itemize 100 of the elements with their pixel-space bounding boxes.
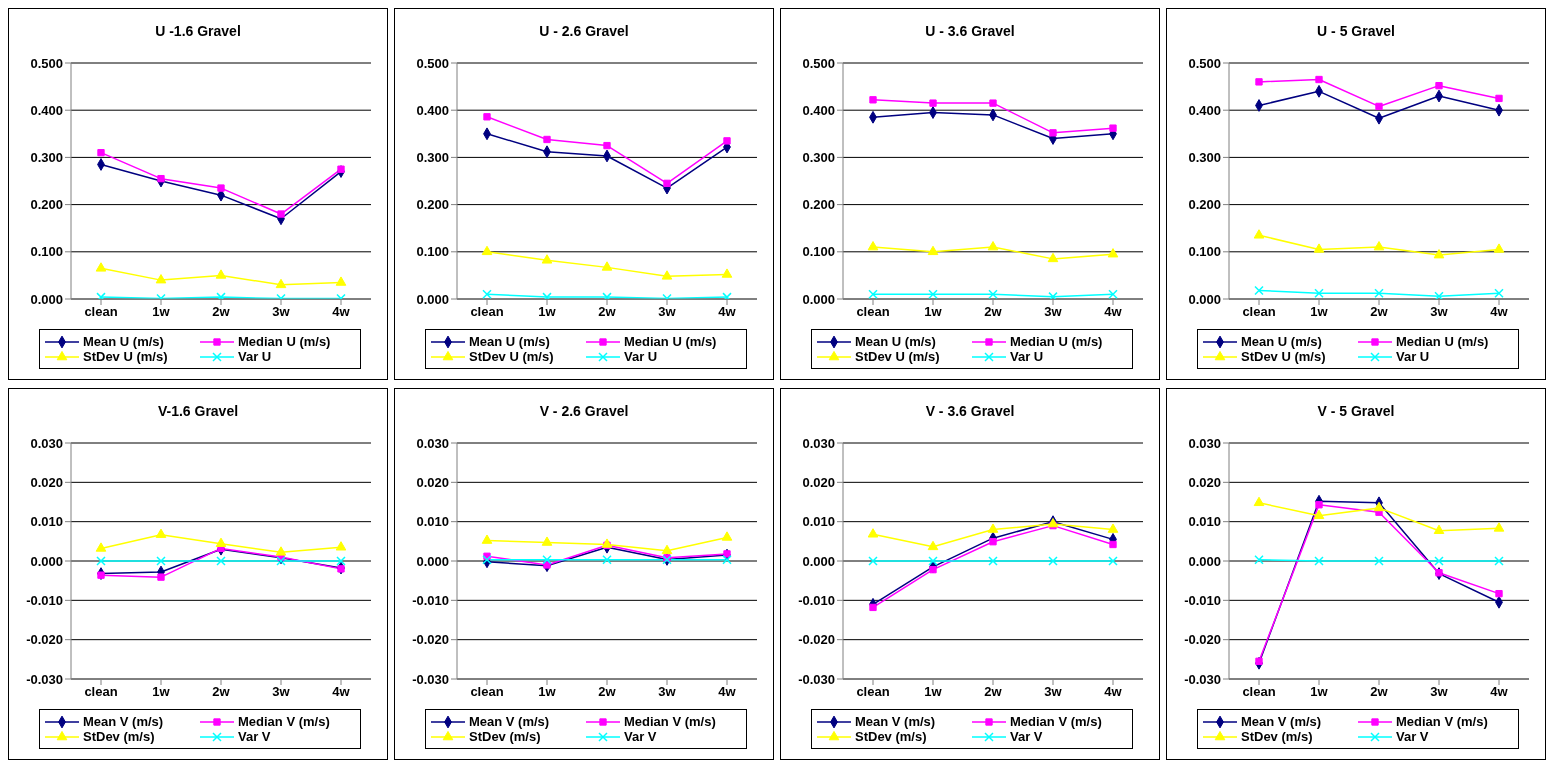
y-tick-label: -0.010	[412, 592, 449, 608]
y-tick-label: 0.500	[30, 55, 63, 71]
legend-label: StDev U (m/s)	[83, 349, 168, 364]
x-tick-label: 2w	[1370, 684, 1389, 700]
legend-label: StDev (m/s)	[855, 729, 927, 744]
y-tick-label: -0.010	[1184, 592, 1221, 608]
legend-label: Var V	[1010, 729, 1043, 744]
x-tick-label: clean	[84, 684, 118, 700]
y-tick-label: 0.000	[802, 291, 835, 307]
legend-label: Median U (m/s)	[1010, 334, 1103, 349]
y-tick-label: 0.300	[802, 150, 835, 166]
y-tick-label: -0.020	[26, 632, 63, 648]
legend-label: StDev U (m/s)	[469, 349, 554, 364]
legend-label: Var U	[1010, 349, 1044, 364]
y-tick-label: 0.020	[1188, 474, 1221, 490]
y-tick-label: -0.010	[26, 592, 63, 608]
x-tick-label: 4w	[1490, 304, 1509, 320]
y-tick-label: 0.200	[416, 197, 449, 213]
chart-title: U - 2.6 Gravel	[538, 23, 630, 39]
y-tick-label: -0.020	[798, 632, 835, 648]
legend-label: Var V	[238, 729, 271, 744]
y-tick-label: -0.030	[1184, 671, 1221, 687]
legend-label: Median V (m/s)	[1010, 714, 1102, 729]
x-tick-label: 3w	[272, 304, 291, 320]
y-tick-label: 0.000	[416, 553, 449, 569]
chart-title: U - 5 Gravel	[1316, 23, 1396, 39]
y-tick-label: 0.500	[1188, 55, 1221, 71]
legend-label: Median V (m/s)	[624, 714, 716, 729]
legend-label: Mean U (m/s)	[855, 334, 936, 349]
x-tick-label: clean	[856, 684, 890, 700]
x-tick-label: 1w	[924, 304, 943, 320]
y-tick-label: 0.010	[416, 514, 449, 530]
legend-label: StDev (m/s)	[83, 729, 155, 744]
x-tick-label: 2w	[598, 304, 617, 320]
y-tick-label: 0.030	[30, 435, 63, 451]
y-tick-label: 0.400	[802, 102, 835, 118]
y-tick-label: 0.400	[416, 102, 449, 118]
legend-label: Var V	[624, 729, 657, 744]
y-tick-label: -0.020	[1184, 632, 1221, 648]
x-tick-label: 2w	[212, 304, 231, 320]
y-tick-label: 0.000	[30, 291, 63, 307]
y-tick-label: -0.010	[798, 592, 835, 608]
x-tick-label: 3w	[1430, 684, 1449, 700]
y-tick-label: 0.010	[802, 514, 835, 530]
y-tick-label: 0.200	[1188, 197, 1221, 213]
y-tick-label: 0.000	[802, 553, 835, 569]
y-tick-label: 0.500	[416, 55, 449, 71]
legend-label: Median U (m/s)	[238, 334, 331, 349]
legend-label: Median U (m/s)	[1396, 334, 1489, 349]
legend-label: Var U	[238, 349, 272, 364]
legend-label: Mean V (m/s)	[1241, 714, 1322, 729]
legend-label: Median U (m/s)	[624, 334, 717, 349]
x-tick-label: 4w	[1490, 684, 1509, 700]
legend-label: Median V (m/s)	[1396, 714, 1488, 729]
x-tick-label: 1w	[538, 304, 557, 320]
y-tick-label: 0.200	[802, 197, 835, 213]
x-tick-label: 1w	[538, 684, 557, 700]
x-tick-label: 1w	[924, 684, 943, 700]
x-tick-label: 2w	[984, 684, 1003, 700]
y-tick-label: 0.100	[30, 244, 63, 260]
x-tick-label: 1w	[1310, 684, 1329, 700]
x-tick-label: clean	[470, 304, 504, 320]
y-tick-label: -0.030	[798, 671, 835, 687]
y-tick-label: 0.100	[416, 244, 449, 260]
y-tick-label: 0.500	[802, 55, 835, 71]
y-tick-label: 0.000	[416, 291, 449, 307]
y-tick-label: 0.300	[416, 150, 449, 166]
legend-label: Var V	[1396, 729, 1429, 744]
x-tick-label: 2w	[1370, 304, 1389, 320]
y-tick-label: -0.030	[26, 671, 63, 687]
y-tick-label: 0.030	[802, 435, 835, 451]
chart-title: V - 3.6 Gravel	[924, 403, 1016, 419]
x-tick-label: 3w	[1044, 304, 1063, 320]
y-tick-label: 0.020	[416, 474, 449, 490]
chart-title: V-1.6 Gravel	[156, 403, 240, 419]
y-tick-label: 0.020	[30, 474, 63, 490]
chart-title: V - 5 Gravel	[1316, 403, 1396, 419]
y-tick-label: 0.010	[1188, 514, 1221, 530]
x-tick-label: 2w	[212, 684, 231, 700]
y-tick-label: 0.030	[416, 435, 449, 451]
y-tick-label: 0.100	[802, 244, 835, 260]
y-tick-label: 0.400	[1188, 102, 1221, 118]
y-tick-label: 0.100	[1188, 244, 1221, 260]
x-tick-label: 1w	[152, 304, 171, 320]
y-tick-label: 0.300	[30, 150, 63, 166]
chart-title: U - 3.6 Gravel	[924, 23, 1016, 39]
chart-title: V - 2.6 Gravel	[538, 403, 630, 419]
x-tick-label: 2w	[984, 304, 1003, 320]
legend-label: Mean V (m/s)	[469, 714, 550, 729]
x-tick-label: 1w	[1310, 304, 1329, 320]
x-tick-label: 4w	[718, 684, 737, 700]
y-tick-label: 0.200	[30, 197, 63, 213]
legend-label: Mean U (m/s)	[83, 334, 164, 349]
y-tick-label: -0.030	[412, 671, 449, 687]
x-tick-label: clean	[1242, 304, 1276, 320]
legend-label: Median V (m/s)	[238, 714, 330, 729]
legend-label: Var U	[1396, 349, 1430, 364]
chart-title: U -1.6 Gravel	[154, 23, 242, 39]
legend-label: Mean U (m/s)	[469, 334, 550, 349]
y-tick-label: 0.400	[30, 102, 63, 118]
